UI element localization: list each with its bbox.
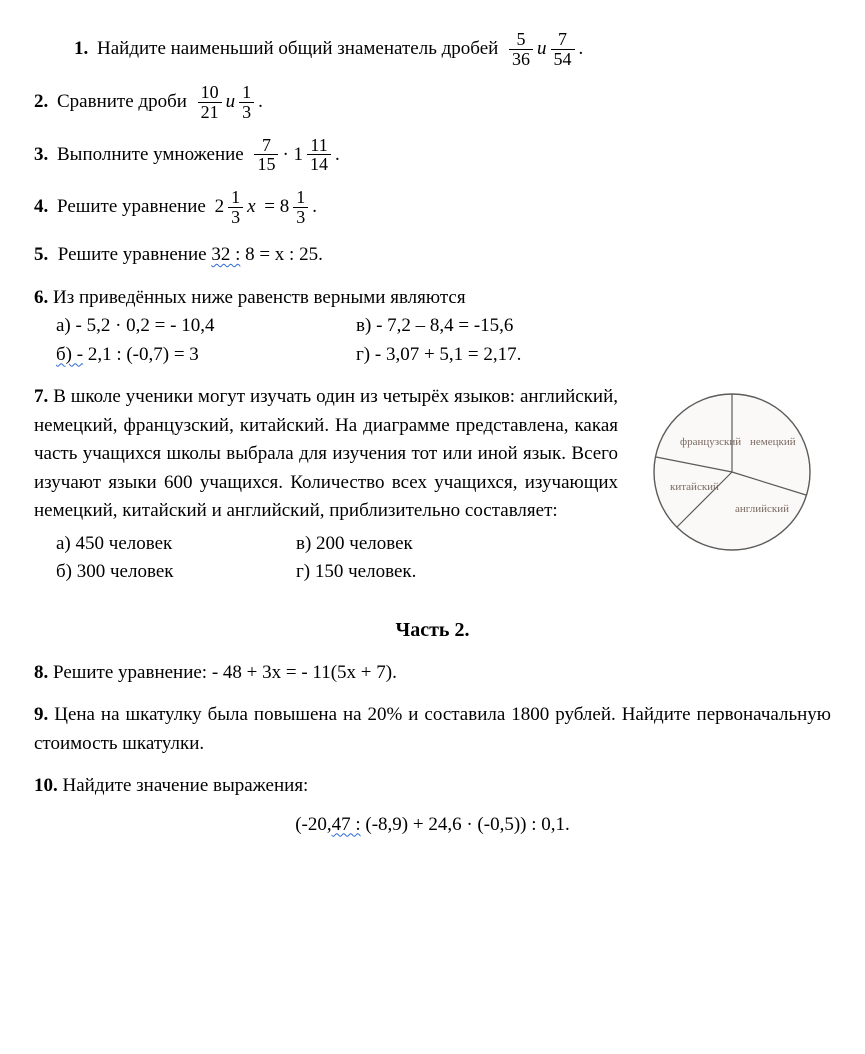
q9-text: Цена на шкатулку была повышена на 20% и … [34, 704, 831, 754]
q3-dot: . [335, 141, 340, 170]
q2-frac1: 10 21 [198, 83, 222, 122]
q6-text: Из приведённых ниже равенств верными явл… [53, 287, 466, 308]
q2-f2-top: 1 [239, 83, 254, 103]
q10-number: 10. [34, 775, 58, 796]
q1-f1-top: 5 [509, 30, 533, 50]
problem-9: 9. Цена на шкатулку была повышена на 20%… [34, 701, 831, 758]
q3-text: Выполните умножение [57, 141, 244, 170]
problem-2: 2. Сравните дроби 10 21 и 1 3 . [34, 83, 831, 122]
q3-frac1: 7 15 [254, 136, 278, 175]
q6-b-lbl: б) - [56, 344, 83, 365]
q4-text: Решите уравнение [57, 193, 206, 222]
q6-opt-d: г) - 3,07 + 5,1 = 2,17. [356, 341, 616, 370]
q1-f1-bot: 36 [509, 50, 533, 69]
problem-2-line: 2. Сравните дроби 10 21 и 1 3 . [34, 83, 263, 122]
pie-svg: французский немецкий китайский английски… [630, 387, 835, 562]
q1-text: Найдите наименьший общий знаменатель дро… [97, 35, 498, 64]
q2-text: Сравните дроби [57, 88, 187, 117]
q3-f2-bot: 14 [307, 155, 331, 174]
q4-f1-bot: 3 [228, 208, 243, 227]
q1-f2-bot: 54 [551, 50, 575, 69]
q2-conj: и [226, 88, 236, 117]
q5-text-a: Решите уравнение [58, 244, 212, 265]
pie-label-cn: китайский [670, 481, 719, 493]
q4-f1-top: 1 [228, 188, 243, 208]
q6-number: 6. [34, 287, 48, 308]
q3-op: · 1 [282, 141, 303, 170]
q1-frac2: 7 54 [551, 30, 575, 69]
q7-number: 7. [34, 386, 48, 407]
q6-opt-b: б) - 2,1 : (-0,7) = 3 [56, 341, 356, 370]
q3-f1-top: 7 [254, 136, 278, 156]
q3-frac2: 11 14 [307, 136, 331, 175]
q9-number: 9. [34, 704, 48, 725]
problem-4-line: 4. Решите уравнение 2 1 3 x = 8 1 3 . [34, 188, 317, 227]
pie-chart: французский немецкий китайский английски… [630, 387, 835, 572]
q2-f1-top: 10 [198, 83, 222, 103]
q7-opt-a: а) 450 человек [56, 530, 296, 559]
q4-f2-top: 1 [293, 188, 308, 208]
q1-frac1: 5 36 [509, 30, 533, 69]
problem-3-line: 3. Выполните умножение 7 15 · 1 11 14 . [34, 136, 340, 175]
q4-dot: . [312, 193, 317, 222]
q10-text: Найдите значение выражения: [63, 775, 309, 796]
problem-4: 4. Решите уравнение 2 1 3 x = 8 1 3 . [34, 188, 831, 227]
q6-d-lbl: г) [356, 344, 370, 365]
q7-opt-d: г) 150 человек. [296, 558, 416, 587]
q2-dot: . [258, 88, 263, 117]
q8-number: 8. [34, 662, 48, 683]
q7-opt-b: б) 300 человек [56, 558, 296, 587]
q2-frac2: 1 3 [239, 83, 254, 122]
pie-label-en: английский [735, 503, 789, 515]
q1-dot: . [579, 35, 584, 64]
q10-expression: (-20,47 : (-8,9) + 24,6 · (-0,5)) : 0,1. [34, 811, 831, 840]
q4-f2-bot: 3 [293, 208, 308, 227]
q6-b-txt: 2,1 : (-0,7) = 3 [83, 344, 199, 365]
q1-conj: и [537, 35, 547, 64]
q1-f2-top: 7 [551, 30, 575, 50]
q4-whole1: 2 [215, 193, 225, 222]
q4-number: 4. [34, 193, 48, 222]
problem-6: 6. Из приведённых ниже равенств верными … [34, 284, 831, 370]
q6-opt-a: а) - 5,2 · 0,2 = - 10,4 [56, 312, 356, 341]
q10-expr-spell: 47 : [332, 814, 361, 835]
problem-8: 8. Решите уравнение: - 48 + 3x = - 11(5x… [34, 659, 831, 688]
q6-c-txt: - 7,2 – 8,4 = -15,6 [371, 315, 513, 336]
q7-opt-c: в) 200 человек [296, 530, 413, 559]
q3-number: 3. [34, 141, 48, 170]
q1-number: 1. [74, 35, 88, 64]
q4-frac1: 1 3 [228, 188, 243, 227]
part-2-heading: Часть 2. [34, 615, 831, 645]
q4-x: x [247, 193, 255, 222]
q2-f1-bot: 21 [198, 103, 222, 122]
q10-expr-a: (-20, [295, 814, 331, 835]
q6-a-txt: - 5,2 · 0,2 = - 10,4 [71, 315, 215, 336]
problem-5: 5. Решите уравнение 32 : 8 = x : 25. [34, 241, 831, 270]
problem-10: 10. Найдите значение выражения: (-20,47 … [34, 772, 831, 839]
q6-d-txt: - 3,07 + 5,1 = 2,17. [370, 344, 521, 365]
problem-3: 3. Выполните умножение 7 15 · 1 11 14 . [34, 136, 831, 175]
q3-f1-bot: 15 [254, 155, 278, 174]
q6-a-lbl: а) [56, 315, 71, 336]
problem-1: 1. Найдите наименьший общий знаменатель … [74, 30, 831, 69]
q4-frac2: 1 3 [293, 188, 308, 227]
problem-1-line: 1. Найдите наименьший общий знаменатель … [74, 30, 583, 69]
q6-c-lbl: в) [356, 315, 371, 336]
pie-label-de: немецкий [750, 436, 796, 448]
q4-eq: = 8 [264, 193, 289, 222]
q5-text-b: 8 = x : 25. [240, 244, 323, 265]
q3-f2-top: 11 [307, 136, 331, 156]
q2-f2-bot: 3 [239, 103, 254, 122]
q7-text: В школе ученики могут изучать один из че… [34, 386, 618, 521]
q5-number: 5. [34, 244, 48, 265]
q6-opt-c: в) - 7,2 – 8,4 = -15,6 [356, 312, 616, 341]
pie-label-fr: французский [680, 436, 741, 448]
q8-text: Решите уравнение: - 48 + 3x = - 11(5x + … [53, 662, 397, 683]
q2-number: 2. [34, 88, 48, 117]
q5-spell: 32 : [211, 244, 240, 265]
problem-7: французский немецкий китайский английски… [34, 383, 831, 587]
q10-expr-b: (-8,9) + 24,6 · (-0,5)) : 0,1. [361, 814, 570, 835]
